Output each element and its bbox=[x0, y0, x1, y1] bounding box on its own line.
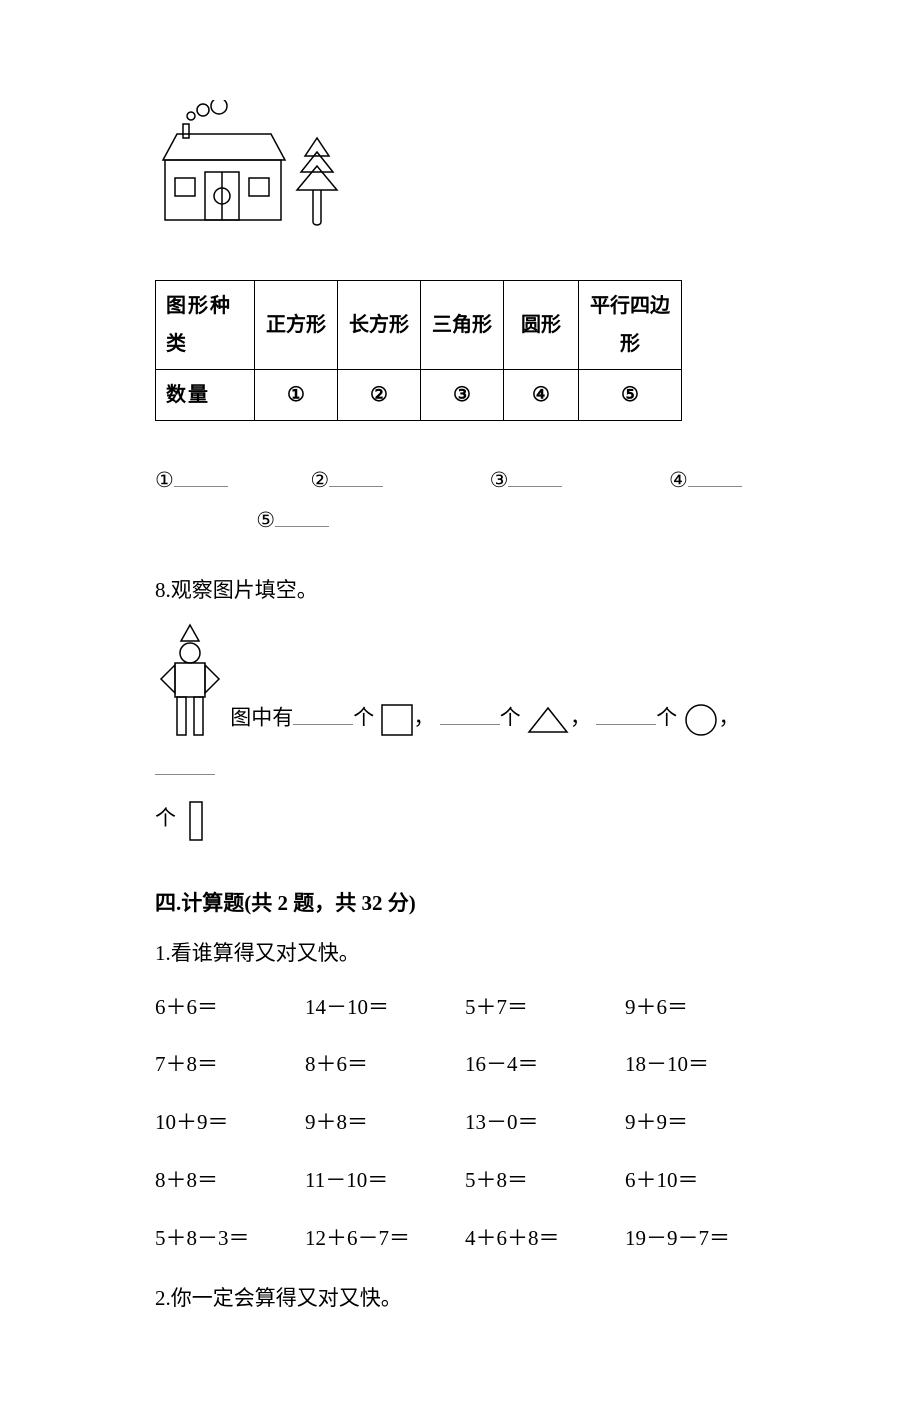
calc-r5c4: 19－9－7＝ bbox=[625, 1219, 785, 1259]
blank-5: ⑤ bbox=[256, 501, 329, 541]
calc-r2c4: 18－10＝ bbox=[625, 1045, 785, 1085]
calc-r3c2: 9＋8＝ bbox=[305, 1103, 465, 1143]
blank-4: ④ bbox=[669, 461, 742, 501]
window-right bbox=[249, 178, 269, 196]
blank-3: ③ bbox=[490, 461, 563, 501]
cell-4: ④ bbox=[504, 369, 579, 420]
q8-comma-2: ， bbox=[570, 706, 591, 730]
calc-r3c3: 13－0＝ bbox=[465, 1103, 625, 1143]
q8-label: 8.观察图片填空。 bbox=[155, 571, 770, 611]
q8-blank-1[interactable] bbox=[293, 698, 353, 724]
person-head bbox=[180, 643, 200, 663]
calc-r1c4: 9＋6＝ bbox=[625, 988, 785, 1028]
th-triangle: 三角形 bbox=[421, 280, 504, 369]
blank-1: ① bbox=[155, 461, 228, 501]
blank-1-line[interactable] bbox=[174, 461, 228, 487]
section4-title: 四.计算题(共 2 题，共 32 分) bbox=[155, 884, 770, 924]
blank-2: ② bbox=[310, 461, 383, 501]
q8-comma-1: ， bbox=[414, 706, 435, 730]
calc-r2c3: 16－4＝ bbox=[465, 1045, 625, 1085]
person-arm-l bbox=[161, 665, 175, 693]
cell-1: ① bbox=[255, 369, 338, 420]
blank-answers-row: ① ② ③ ④ ⑤ bbox=[155, 461, 770, 541]
q8-blank-3[interactable] bbox=[596, 698, 656, 724]
q8-content: 图中有个 ， 个 ， 个 ， 个 bbox=[155, 623, 770, 844]
cell-5: ⑤ bbox=[579, 369, 682, 420]
window-left bbox=[175, 178, 195, 196]
q8-ge-2: 个 bbox=[500, 706, 521, 730]
calc-r4c3: 5＋8＝ bbox=[465, 1161, 625, 1201]
q8-ge-3: 个 bbox=[656, 706, 677, 730]
person-hat bbox=[181, 625, 199, 641]
tree-tri-1 bbox=[305, 138, 329, 156]
calc-r1c3: 5＋7＝ bbox=[465, 988, 625, 1028]
smoke-2 bbox=[197, 104, 209, 116]
blank-2-line[interactable] bbox=[329, 461, 383, 487]
calc-grid: 6＋6＝ 14－10＝ 5＋7＝ 9＋6＝ 7＋8＝ 8＋6＝ 16－4＝ 18… bbox=[155, 988, 770, 1259]
smoke-1 bbox=[187, 112, 195, 120]
calc-r2c2: 8＋6＝ bbox=[305, 1045, 465, 1085]
shape-table: 图形种类 正方形 长方形 三角形 圆形 平行四边形 数量 ① ② ③ ④ ⑤ bbox=[155, 280, 682, 421]
blank-5-line[interactable] bbox=[275, 501, 329, 527]
circle-icon bbox=[683, 702, 719, 738]
q8-comma-3: ， bbox=[719, 706, 740, 730]
calc-r2c1: 7＋8＝ bbox=[155, 1045, 305, 1085]
house-body bbox=[165, 160, 281, 220]
person-figure bbox=[155, 623, 225, 743]
th-square: 正方形 bbox=[255, 280, 338, 369]
blank-4-line[interactable] bbox=[688, 461, 742, 487]
calc-r1c2: 14－10＝ bbox=[305, 988, 465, 1028]
square-icon bbox=[380, 703, 414, 737]
calc-r1c1: 6＋6＝ bbox=[155, 988, 305, 1028]
calc-r5c2: 12＋6－7＝ bbox=[305, 1219, 465, 1259]
calc-r4c4: 6＋10＝ bbox=[625, 1161, 785, 1201]
section4-q2-label: 2.你一定会算得又对又快。 bbox=[155, 1279, 770, 1319]
smoke-3 bbox=[211, 100, 227, 114]
person-leg-r bbox=[194, 697, 203, 735]
house-figure bbox=[155, 100, 355, 250]
calc-r5c1: 5＋8－3＝ bbox=[155, 1219, 305, 1259]
calc-r3c4: 9＋9＝ bbox=[625, 1103, 785, 1143]
section4-q1-label: 1.看谁算得又对又快。 bbox=[155, 934, 770, 974]
person-arm-r bbox=[205, 665, 219, 693]
rect-icon bbox=[187, 799, 205, 843]
q8-blank-4[interactable] bbox=[155, 749, 215, 775]
roof bbox=[163, 134, 285, 160]
th-count: 数量 bbox=[156, 369, 255, 420]
calc-r5c3: 4＋6＋8＝ bbox=[465, 1219, 625, 1259]
th-rect: 长方形 bbox=[338, 280, 421, 369]
cell-2: ② bbox=[338, 369, 421, 420]
calc-r4c1: 8＋8＝ bbox=[155, 1161, 305, 1201]
tree-trunk-base bbox=[313, 222, 321, 225]
q8-prefix: 图中有 bbox=[230, 706, 293, 730]
calc-r3c1: 10＋9＝ bbox=[155, 1103, 305, 1143]
q8-ge-4: 个 bbox=[155, 806, 176, 830]
person-body bbox=[175, 663, 205, 697]
q8-ge-1: 个 bbox=[353, 706, 374, 730]
person-leg-l bbox=[177, 697, 186, 735]
blank-3-line[interactable] bbox=[508, 461, 562, 487]
triangle-icon bbox=[526, 705, 570, 735]
th-kind: 图形种类 bbox=[156, 280, 255, 369]
cell-3: ③ bbox=[421, 369, 504, 420]
th-para: 平行四边形 bbox=[579, 280, 682, 369]
q8-blank-2[interactable] bbox=[440, 698, 500, 724]
chimney bbox=[183, 124, 189, 138]
th-circle: 圆形 bbox=[504, 280, 579, 369]
calc-r4c2: 11－10＝ bbox=[305, 1161, 465, 1201]
